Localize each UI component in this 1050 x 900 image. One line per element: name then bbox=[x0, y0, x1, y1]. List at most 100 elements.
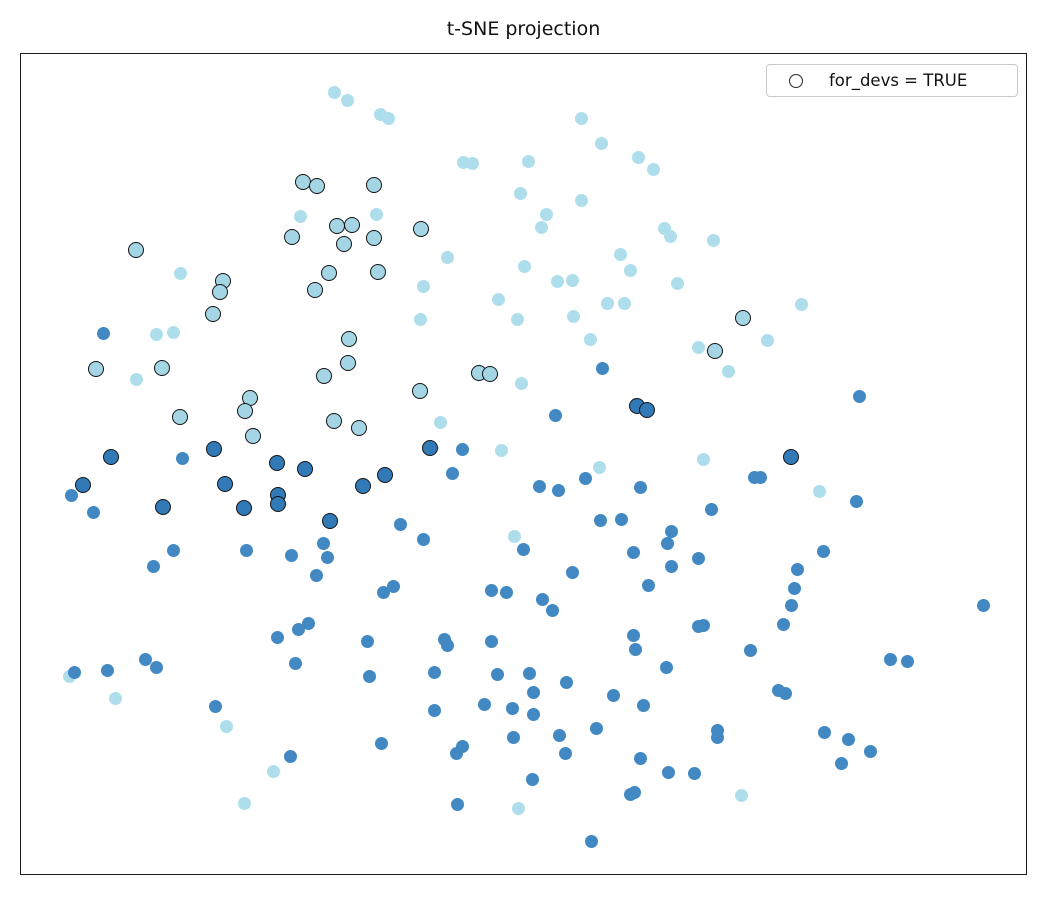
scatter-point bbox=[88, 361, 105, 378]
scatter-point bbox=[219, 719, 233, 733]
scatter-point bbox=[499, 585, 513, 599]
scatter-point bbox=[710, 730, 724, 744]
scatter-point bbox=[574, 111, 588, 125]
scatter-point bbox=[416, 279, 430, 293]
scatter-point bbox=[427, 665, 441, 679]
scatter-point bbox=[565, 565, 579, 579]
scatter-point bbox=[237, 796, 251, 810]
scatter-point bbox=[494, 443, 508, 457]
scatter-point bbox=[852, 389, 866, 403]
scatter-point bbox=[558, 746, 572, 760]
scatter-point bbox=[146, 559, 160, 573]
scatter-point bbox=[269, 455, 286, 472]
scatter-point bbox=[340, 93, 354, 107]
scatter-point bbox=[321, 265, 338, 282]
scatter-point bbox=[297, 461, 314, 478]
scatter-point bbox=[506, 730, 520, 744]
scatter-point bbox=[309, 178, 326, 195]
scatter-point bbox=[440, 638, 454, 652]
scatter-point bbox=[245, 428, 262, 445]
scatter-point bbox=[416, 532, 430, 546]
scatter-point bbox=[687, 766, 701, 780]
scatter-point bbox=[340, 355, 357, 372]
scatter-point bbox=[433, 415, 447, 429]
scatter-point bbox=[316, 536, 330, 550]
scatter-point bbox=[64, 488, 78, 502]
scatter-point bbox=[617, 296, 631, 310]
scatter-point bbox=[301, 616, 315, 630]
scatter-point bbox=[696, 618, 710, 632]
scatter-point bbox=[172, 409, 189, 426]
scatter-point bbox=[841, 732, 855, 746]
scatter-point bbox=[623, 263, 637, 277]
scatter-point bbox=[594, 136, 608, 150]
scatter-point bbox=[595, 361, 609, 375]
scatter-point bbox=[525, 772, 539, 786]
scatter-point bbox=[552, 728, 566, 742]
scatter-point bbox=[583, 332, 597, 346]
scatter-point bbox=[322, 513, 339, 530]
scatter-point bbox=[284, 229, 301, 246]
scatter-point bbox=[593, 513, 607, 527]
scatter-point bbox=[205, 306, 222, 323]
scatter-point bbox=[128, 242, 145, 259]
scatter-point bbox=[327, 85, 341, 99]
scatter-point bbox=[787, 581, 801, 595]
scatter-point bbox=[212, 284, 229, 301]
scatter-point bbox=[521, 154, 535, 168]
scatter-point bbox=[149, 327, 163, 341]
scatter-point bbox=[445, 466, 459, 480]
scatter-point bbox=[309, 568, 323, 582]
legend: for_devs = TRUE bbox=[766, 64, 1018, 97]
chart-title: t-SNE projection bbox=[446, 18, 601, 40]
scatter-point bbox=[589, 721, 603, 735]
scatter-point bbox=[626, 628, 640, 642]
scatter-point bbox=[743, 643, 757, 657]
scatter-point bbox=[413, 312, 427, 326]
scatter-point bbox=[760, 333, 774, 347]
scatter-point bbox=[477, 697, 491, 711]
scatter-point bbox=[329, 218, 346, 235]
scatter-point bbox=[691, 551, 705, 565]
scatter-point bbox=[606, 688, 620, 702]
scatter-point bbox=[208, 699, 222, 713]
scatter-point bbox=[600, 296, 614, 310]
scatter-point bbox=[370, 264, 387, 281]
scatter-point bbox=[293, 209, 307, 223]
scatter-point bbox=[633, 751, 647, 765]
scatter-point bbox=[412, 383, 429, 400]
scatter-point bbox=[75, 477, 92, 494]
scatter-point bbox=[455, 442, 469, 456]
scatter-point bbox=[696, 452, 710, 466]
scatter-point bbox=[484, 634, 498, 648]
scatter-point bbox=[535, 592, 549, 606]
scatter-point bbox=[548, 408, 562, 422]
scatter-point bbox=[578, 471, 592, 485]
scatter-point bbox=[129, 372, 143, 386]
scatter-point bbox=[817, 725, 831, 739]
scatter-point bbox=[574, 193, 588, 207]
scatter-point bbox=[239, 543, 253, 557]
scatter-point bbox=[217, 476, 234, 493]
scatter-point bbox=[507, 529, 521, 543]
scatter-point bbox=[505, 701, 519, 715]
scatter-point bbox=[173, 266, 187, 280]
scatter-point bbox=[336, 236, 353, 253]
scatter-point bbox=[283, 749, 297, 763]
scatter-point bbox=[149, 660, 163, 674]
scatter-point bbox=[584, 834, 598, 848]
scatter-point bbox=[592, 460, 606, 474]
scatter-point bbox=[291, 622, 305, 636]
scatter-point bbox=[355, 478, 372, 495]
scatter-point bbox=[86, 505, 100, 519]
scatter-point bbox=[639, 402, 656, 419]
scatter-point bbox=[514, 376, 528, 390]
legend-label: for_devs = TRUE bbox=[829, 71, 968, 90]
scatter-point bbox=[707, 343, 724, 360]
scatter-point bbox=[734, 788, 748, 802]
scatter-point bbox=[706, 233, 720, 247]
scatter-point bbox=[900, 654, 914, 668]
scatter-point bbox=[510, 312, 524, 326]
scatter-point bbox=[631, 150, 645, 164]
scatter-point bbox=[374, 736, 388, 750]
